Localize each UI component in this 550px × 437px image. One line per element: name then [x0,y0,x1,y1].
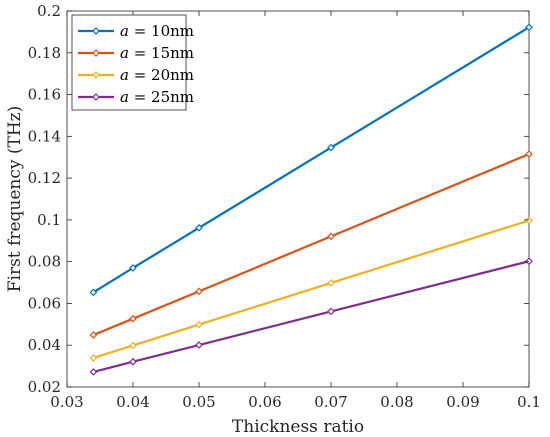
x-tick-label: 0.08 [380,393,413,411]
data-point [129,341,137,350]
data-point [89,368,98,376]
x-tick-label: 0.1 [517,393,541,411]
series-3 [89,216,533,362]
y-tick-label: 0.16 [28,86,61,104]
legend-variable: a [120,66,129,84]
y-tick-label: 0.04 [28,336,61,354]
data-point [327,279,335,287]
series-4 [89,257,533,376]
data-point [195,320,203,329]
legend-label: a = 20nm [120,66,194,84]
data-point [327,143,335,152]
data-point [89,354,98,362]
x-tick-label: 0.05 [182,393,215,411]
data-point [195,287,203,296]
series-group [89,23,533,376]
legend-label: a = 15nm [120,44,194,62]
data-point [327,232,335,241]
y-tick-label: 0.02 [28,378,61,396]
legend-value: = 20nm [129,66,194,84]
x-tick-label: 0.06 [248,393,281,411]
legend-item: a = 15nm [78,44,194,62]
y-tick-label: 0.14 [28,127,61,145]
data-point [89,288,98,297]
data-point [327,307,335,316]
legend-label: a = 10nm [120,22,194,40]
y-tick-label: 0.06 [28,294,61,312]
x-tick-label: 0.09 [446,393,479,411]
x-axis-label: Thickness ratio [232,417,364,437]
data-point [525,257,533,266]
y-tick-label: 0.2 [37,2,61,20]
legend-item: a = 25nm [78,88,194,106]
data-point [129,357,137,366]
legend-variable: a [120,22,129,40]
legend-marker [92,49,100,57]
data-point [195,223,203,232]
data-point [525,23,533,32]
legend-item: a = 10nm [78,22,194,40]
y-tick-label: 0.1 [37,211,61,229]
y-axis-label: First frequency (THz) [5,106,25,293]
y-tick-label: 0.08 [28,253,61,271]
data-point [525,150,533,158]
legend-variable: a [120,44,129,62]
legend-marker [92,93,100,101]
axes: 0.03 0.04 0.05 0.06 0.07 0.08 0.09 0.1 0.02 0.04 0… [28,2,541,411]
legend-value: = 15nm [129,44,194,62]
legend-value: = 10nm [129,22,194,40]
legend-item: a = 20nm [78,66,194,84]
legend-label: a = 25nm [120,88,194,106]
series-2 [89,150,533,339]
data-point [89,331,98,339]
y-tick-label: 0.12 [28,169,61,187]
series-1 [89,23,533,297]
data-point [129,264,137,272]
legend-value: = 25nm [129,88,194,106]
data-point [129,314,137,323]
legend-marker [92,27,100,35]
y-tick-label: 0.18 [28,44,61,62]
x-tick-label: 0.03 [50,393,83,411]
legend-variable: a [120,88,129,106]
x-tick-label: 0.07 [314,393,347,411]
legend-marker [92,71,100,79]
x-tick-label: 0.04 [116,393,149,411]
data-point [195,341,203,349]
